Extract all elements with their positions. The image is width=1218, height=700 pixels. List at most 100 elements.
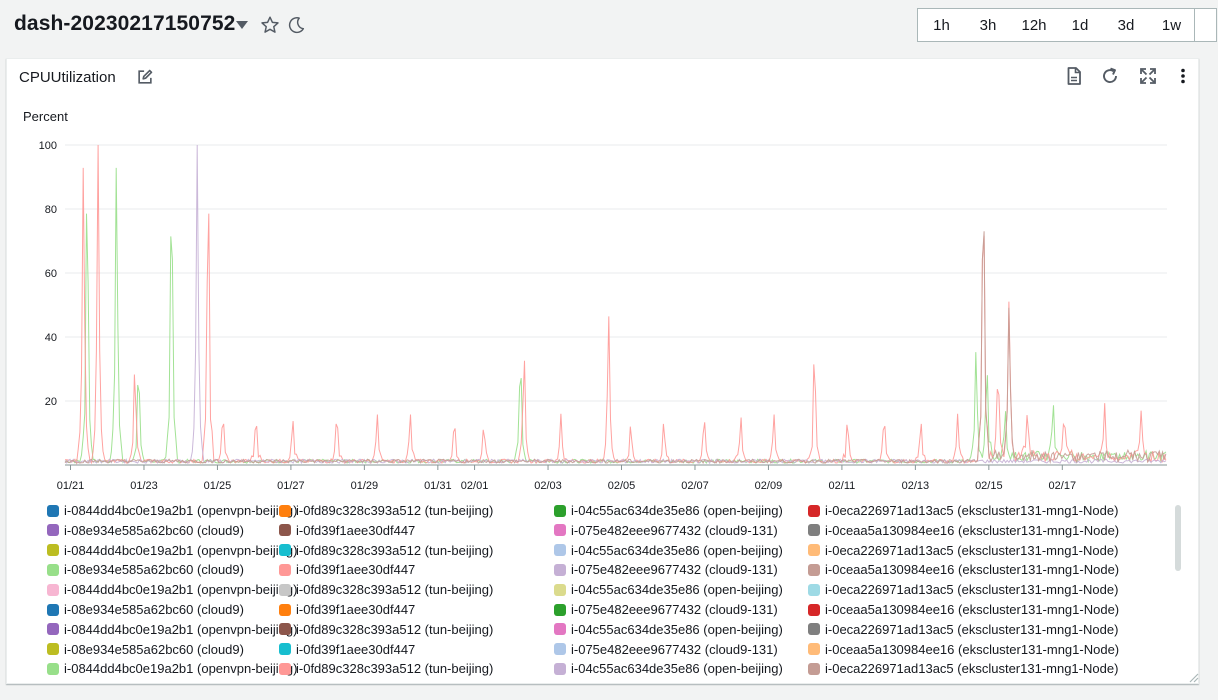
legend-swatch — [554, 603, 566, 616]
legend-label: i-08e934e585a62bc60 (cloud9) — [64, 641, 244, 657]
legend-item[interactable]: i-0ceaa5a130984ee16 (ekscluster131-mng1-… — [808, 642, 1119, 657]
x-tick-label: 02/07 — [681, 480, 709, 491]
dark-mode-moon-icon[interactable] — [285, 14, 307, 36]
legend-item[interactable]: i-0fd39f1aee30df447 — [279, 523, 415, 538]
legend-swatch — [279, 583, 291, 596]
legend-swatch — [808, 623, 820, 636]
legend-item[interactable]: i-0844dd4bc0e19a2b1 (openvpn-beijing) — [47, 661, 297, 676]
x-tick-label: 02/11 — [829, 480, 856, 491]
favorite-star-icon[interactable] — [259, 14, 281, 36]
series-line — [64, 144, 1167, 465]
legend-swatch — [279, 662, 291, 675]
legend-swatch — [47, 623, 59, 636]
time-range-12h[interactable]: 12h — [1021, 16, 1047, 34]
legend-label: i-0fd39f1aee30df447 — [296, 641, 416, 657]
time-range-3d[interactable]: 3d — [1117, 16, 1135, 34]
legend-swatch — [554, 623, 566, 636]
x-tick-label: 01/21 — [57, 480, 85, 491]
time-range-1w[interactable]: 1w — [1149, 9, 1195, 41]
cpu-utilization-chart: 20 40 60 80 100 01/21 01/23 01/25 01/27 01/29 01/3… — [39, 140, 1167, 491]
legend-item[interactable]: i-075e482eee9677432 (cloud9-131) — [554, 562, 778, 577]
dashboard-select-caret-icon[interactable] — [236, 21, 248, 29]
legend-item[interactable]: i-0ceaa5a130984ee16 (ekscluster131-mng1-… — [808, 523, 1119, 538]
legend-swatch — [47, 563, 59, 576]
legend-item[interactable]: i-075e482eee9677432 (cloud9-131) — [554, 602, 778, 617]
x-tick-label: 02/15 — [975, 480, 1003, 491]
legend-item[interactable]: i-08e934e585a62bc60 (cloud9) — [47, 642, 244, 657]
legend-label: i-0eca226971ad13ac5 (ekscluster131-mng1-… — [825, 503, 1119, 518]
legend-item[interactable]: i-0fd89c328c393a512 (tun-beijing) — [279, 503, 493, 518]
fullscreen-icon[interactable] — [1138, 66, 1158, 86]
legend-label: i-04c55ac634de35e86 (open-beijing) — [571, 661, 783, 676]
legend-item[interactable]: i-04c55ac634de35e86 (open-beijing) — [554, 503, 783, 518]
legend-swatch — [279, 623, 291, 636]
legend-swatch — [47, 544, 59, 557]
export-icon[interactable] — [1064, 66, 1084, 86]
legend-item[interactable]: i-0844dd4bc0e19a2b1 (openvpn-beijing) — [47, 622, 297, 637]
legend-item[interactable]: i-0fd39f1aee30df447 — [279, 602, 415, 617]
legend-item[interactable]: i-0844dd4bc0e19a2b1 (openvpn-beijing) — [47, 503, 297, 518]
legend-swatch — [47, 504, 59, 517]
legend-item[interactable]: i-08e934e585a62bc60 (cloud9) — [47, 562, 244, 577]
legend-swatch — [47, 583, 59, 596]
resize-handle-icon[interactable] — [1187, 671, 1199, 683]
legend-item[interactable]: i-0eca226971ad13ac5 (ekscluster131-mng1-… — [808, 661, 1118, 676]
legend-item[interactable]: i-04c55ac634de35e86 (open-beijing) — [554, 622, 783, 637]
legend-label: i-0fd89c328c393a512 (tun-beijing) — [296, 542, 494, 558]
legend-item[interactable]: i-0fd89c328c393a512 (tun-beijing) — [279, 622, 493, 637]
y-tick-label: 40 — [45, 332, 57, 344]
more-icon[interactable] — [1173, 66, 1193, 86]
legend-item[interactable]: i-0fd89c328c393a512 (tun-beijing) — [279, 582, 493, 597]
legend-label: i-0ceaa5a130984ee16 (ekscluster131-mng1-… — [825, 641, 1120, 657]
legend-label: i-075e482eee9677432 (cloud9-131) — [571, 562, 778, 578]
legend-item[interactable]: i-04c55ac634de35e86 (open-beijing) — [554, 543, 783, 558]
legend-label: i-0844dd4bc0e19a2b1 (openvpn-beijing) — [64, 661, 298, 676]
legend-label: i-08e934e585a62bc60 (cloud9) — [64, 522, 244, 538]
legend-swatch — [279, 643, 291, 656]
legend-label: i-0844dd4bc0e19a2b1 (openvpn-beijing) — [64, 503, 298, 518]
time-range-1d[interactable]: 1d — [1071, 16, 1089, 34]
legend-item[interactable]: i-0ceaa5a130984ee16 (ekscluster131-mng1-… — [808, 602, 1119, 617]
legend-label: i-0fd39f1aee30df447 — [296, 602, 416, 617]
legend-swatch — [554, 504, 566, 517]
legend-item[interactable]: i-0ceaa5a130984ee16 (ekscluster131-mng1-… — [808, 562, 1119, 577]
legend-label: i-0fd89c328c393a512 (tun-beijing) — [296, 661, 494, 676]
legend-item[interactable]: i-08e934e585a62bc60 (cloud9) — [47, 602, 244, 617]
legend-item[interactable]: i-075e482eee9677432 (cloud9-131) — [554, 642, 778, 657]
legend-label: i-0844dd4bc0e19a2b1 (openvpn-beijing) — [64, 582, 298, 598]
legend-swatch — [279, 504, 291, 517]
series-line — [64, 167, 1167, 464]
legend-item[interactable]: i-0844dd4bc0e19a2b1 (openvpn-beijing) — [47, 582, 297, 597]
legend-label: i-0fd39f1aee30df447 — [296, 562, 416, 578]
dashboard-header: dash-20230217150752 1h 3h 12h 1d 3d 1w — [0, 0, 1218, 52]
refresh-icon[interactable] — [1100, 66, 1120, 86]
legend-item[interactable]: i-0eca226971ad13ac5 (ekscluster131-mng1-… — [808, 543, 1118, 558]
edit-icon[interactable] — [136, 68, 154, 86]
legend-item[interactable]: i-0eca226971ad13ac5 (ekscluster131-mng1-… — [808, 503, 1118, 518]
legend-item[interactable]: i-075e482eee9677432 (cloud9-131) — [554, 523, 778, 538]
legend-item[interactable]: i-0fd39f1aee30df447 — [279, 562, 415, 577]
legend-item[interactable]: i-0eca226971ad13ac5 (ekscluster131-mng1-… — [808, 582, 1118, 597]
legend-item[interactable]: i-0fd89c328c393a512 (tun-beijing) — [279, 661, 493, 676]
legend-label: i-0eca226971ad13ac5 (ekscluster131-mng1-… — [825, 542, 1119, 558]
series-line — [64, 144, 1167, 465]
time-range-3h[interactable]: 3h — [979, 16, 997, 34]
time-range-1h[interactable]: 1h — [933, 16, 950, 34]
legend-item[interactable]: i-04c55ac634de35e86 (open-beijing) — [554, 661, 783, 676]
x-tick-label: 02/01 — [461, 480, 489, 491]
legend-label: i-0eca226971ad13ac5 (ekscluster131-mng1-… — [825, 582, 1119, 598]
x-tick-label: 02/05 — [608, 480, 636, 491]
legend-swatch — [279, 603, 291, 616]
legend-label: i-075e482eee9677432 (cloud9-131) — [571, 641, 778, 657]
legend-item[interactable]: i-04c55ac634de35e86 (open-beijing) — [554, 582, 783, 597]
legend-item[interactable]: i-0eca226971ad13ac5 (ekscluster131-mng1-… — [808, 622, 1118, 637]
x-tick-label: 01/29 — [351, 480, 379, 491]
legend-item[interactable]: i-0fd39f1aee30df447 — [279, 642, 415, 657]
legend-item[interactable]: i-0844dd4bc0e19a2b1 (openvpn-beijing) — [47, 543, 297, 558]
legend-item[interactable]: i-0fd89c328c393a512 (tun-beijing) — [279, 543, 493, 558]
legend-item[interactable]: i-08e934e585a62bc60 (cloud9) — [47, 523, 244, 538]
y-tick-label: 60 — [45, 268, 57, 280]
legend-label: i-0ceaa5a130984ee16 (ekscluster131-mng1-… — [825, 602, 1120, 617]
x-tick-label: 01/31 — [424, 480, 452, 491]
legend-scrollbar[interactable] — [1175, 505, 1181, 571]
